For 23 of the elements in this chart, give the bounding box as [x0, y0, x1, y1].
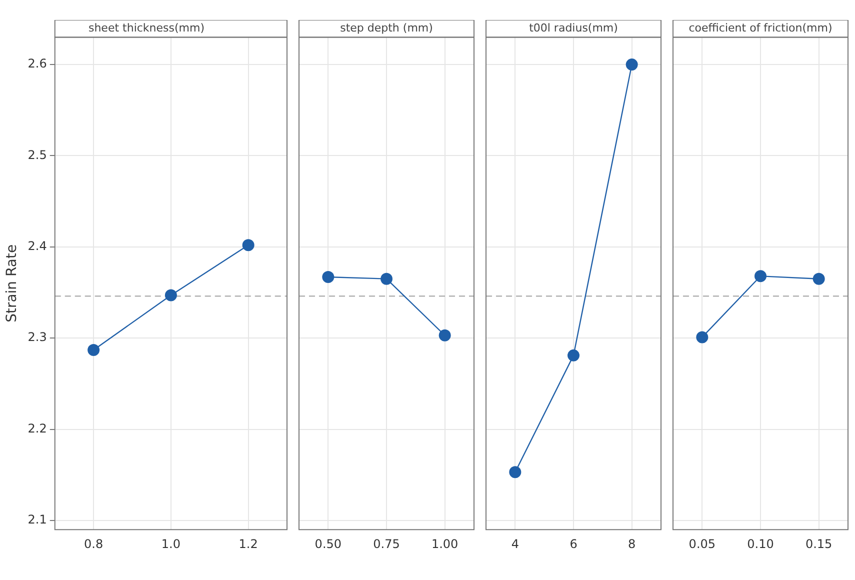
x-tick-label: 1.0 [161, 536, 180, 551]
x-tick-label: 0.10 [747, 536, 774, 551]
chart-title: step depth (mm) [340, 21, 433, 34]
y-tick-label: 2.2 [28, 421, 47, 436]
x-tick-label: 0.8 [84, 536, 104, 551]
x-tick-label: 0.50 [314, 536, 342, 551]
chart-title: t00l radius(mm) [529, 21, 618, 34]
y-axis-title: Strain Rate [4, 244, 20, 322]
y-tick-label: 2.3 [28, 330, 47, 344]
x-tick-label: 0.15 [805, 536, 832, 551]
x-tick-label: 1.00 [431, 536, 458, 551]
x-tick-label: 0.75 [373, 536, 400, 551]
x-tick-label: 0.05 [688, 536, 716, 551]
chart-title: coefficient of friction(mm) [688, 21, 832, 34]
chart-title: sheet thickness(mm) [88, 21, 205, 34]
y-tick-label: 2.5 [28, 148, 47, 162]
y-tick-label: 2.4 [28, 239, 47, 254]
x-tick-label: 4 [511, 536, 519, 551]
x-tick-label: 6 [570, 536, 578, 551]
x-tick-label: 8 [628, 536, 636, 551]
x-tick-label: 1.2 [238, 536, 258, 551]
y-tick-label: 2.6 [28, 56, 47, 71]
y-tick-label: 2.1 [28, 512, 47, 527]
